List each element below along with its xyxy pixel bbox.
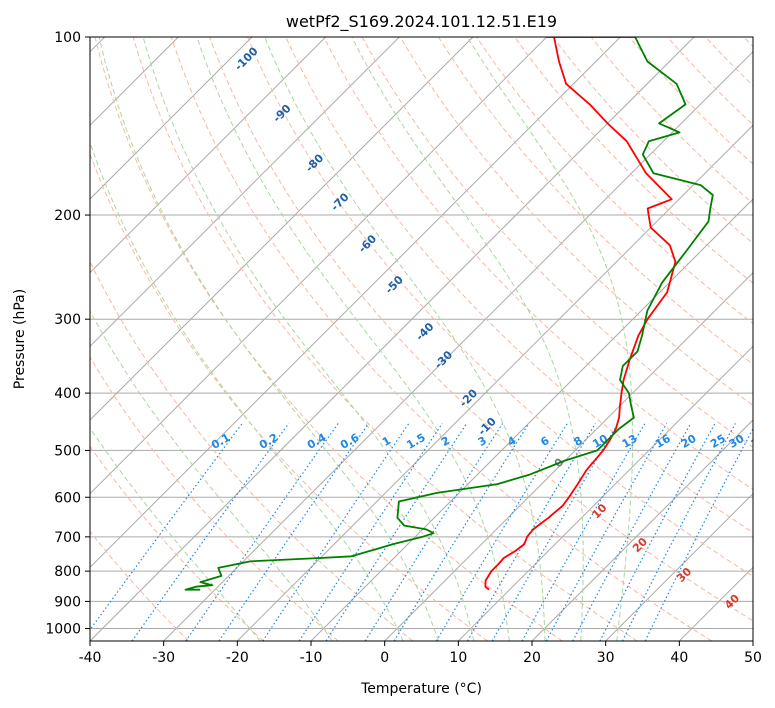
dry-adiabat — [90, 260, 414, 641]
dry-adiabat — [361, 37, 753, 448]
plot-frame — [89, 36, 754, 642]
isotherm-line — [163, 50, 753, 641]
mixing-ratio-line — [185, 423, 339, 641]
x-axis-label: Temperature (°C) — [360, 681, 482, 697]
y-tick-label: 800 — [54, 564, 81, 580]
mixing-ratio-line — [599, 423, 716, 641]
y-tick-label: 900 — [54, 594, 81, 610]
moist-adiabat — [90, 310, 333, 641]
moist-adiabat — [90, 426, 261, 641]
isotherm-line — [90, 37, 327, 274]
dry-adiabat — [209, 37, 753, 622]
dry-adiabat — [437, 37, 753, 365]
moist-adiabat — [264, 37, 546, 641]
y-tick-label: 500 — [54, 443, 81, 459]
dry-adiabat — [590, 37, 753, 205]
y-tick-label: 100 — [54, 30, 81, 46]
dry-adiabat — [90, 356, 339, 641]
mixing-ratio-label: 36 — [749, 432, 769, 451]
y-tick-label: 1000 — [45, 621, 81, 637]
isotherm-line — [90, 37, 621, 569]
moist-adiabat — [142, 37, 475, 641]
isotherm-line — [236, 124, 753, 641]
moist-adiabat — [196, 37, 510, 641]
isotherm-line — [457, 345, 753, 641]
mixing-ratio-line — [325, 423, 468, 641]
dry-adiabat — [399, 37, 753, 407]
mixing-ratio-line — [90, 423, 243, 631]
x-tick-label: 30 — [597, 650, 615, 666]
mixing-ratio-line — [621, 423, 736, 641]
x-tick-label: 10 — [449, 650, 467, 666]
y-axis-label: Pressure (hPa) — [12, 289, 28, 389]
isotherm-line — [605, 492, 753, 641]
x-tick-label: -10 — [300, 650, 323, 666]
y-tick-label: 700 — [54, 530, 81, 546]
y-tick-label: 400 — [54, 386, 81, 402]
dry-adiabat — [476, 37, 753, 325]
isotherm-line — [90, 37, 548, 495]
mixing-ratio-line — [393, 423, 530, 641]
mixing-ratio-line — [298, 423, 443, 641]
x-tick-label: 50 — [744, 650, 762, 666]
x-tick-label: -40 — [79, 650, 102, 666]
x-tick-label: -30 — [152, 650, 175, 666]
y-tick-label: 300 — [54, 312, 81, 328]
dewpoint-profile-line — [184, 37, 714, 591]
temperature-profile-line — [484, 37, 677, 591]
mixing-ratio-line — [131, 423, 290, 641]
x-tick-label: 40 — [670, 650, 688, 666]
y-tick-label: 600 — [54, 490, 81, 506]
isotherm-line — [531, 419, 753, 641]
moist-adiabat — [351, 37, 584, 641]
isotherm-line — [90, 37, 253, 200]
dry-adiabat — [90, 152, 488, 641]
mixing-ratio-line — [521, 423, 646, 641]
dry-adiabat — [132, 37, 638, 641]
axes: -40 -30 -20 -10 0 10 20 30 40 50 100 200 300 400 500 60… — [45, 30, 762, 666]
dry-adiabat — [323, 37, 753, 491]
dry-adiabat — [285, 37, 753, 534]
isotherm-line — [90, 37, 695, 641]
x-tick-label: -20 — [226, 650, 249, 666]
x-tick-label: 0 — [380, 650, 389, 666]
dry-adiabat — [247, 37, 753, 577]
dry-adiabat — [90, 530, 190, 641]
isotherm-line — [90, 37, 474, 421]
plot-area: 0.10.20.40.611.52346810131620253036-100-… — [90, 37, 769, 641]
mixing-ratio-line — [572, 423, 692, 641]
mixing-ratio-line — [545, 423, 668, 641]
y-tick-label: 200 — [54, 208, 81, 224]
dry-adiabat — [552, 37, 753, 244]
dry-adiabat — [170, 37, 712, 641]
isotherm-line — [90, 37, 400, 348]
x-tick-label: 20 — [523, 650, 541, 666]
isotherm-line — [384, 271, 753, 641]
chart-title: wetPf2_S169.2024.101.12.51.E19 — [286, 12, 557, 32]
moist-adiabat — [98, 37, 439, 641]
mixing-ratio-line — [644, 427, 753, 641]
